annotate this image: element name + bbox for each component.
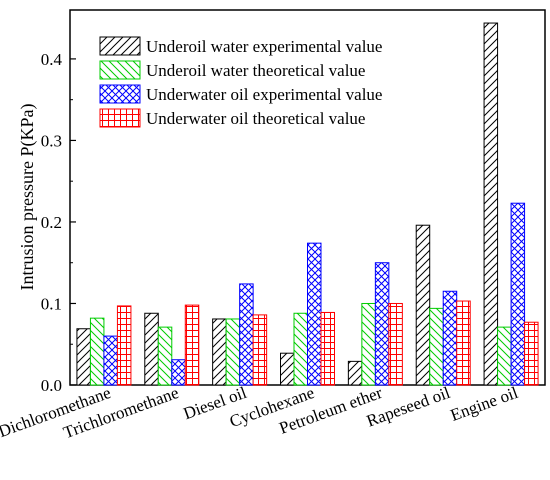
- bar-4-7: [524, 321, 539, 386]
- bar-3-1: [103, 335, 118, 386]
- y-tick-label-1: 0.1: [41, 294, 62, 313]
- bar-2-3: [225, 318, 241, 386]
- bar-4-3: [252, 314, 268, 386]
- legend: Underoil water experimental value Underoi…: [99, 36, 382, 128]
- bar-4-1: [116, 305, 132, 386]
- y-axis: 0.0 0.1 0.2 0.3 0.4: [41, 50, 76, 395]
- legend-label-1: Underoil water experimental value: [146, 37, 382, 56]
- y-tick-label-3: 0.3: [41, 131, 62, 150]
- legend-label-2: Underoil water theoretical value: [146, 61, 365, 80]
- bar-1-6: [415, 224, 431, 386]
- bar-1-3: [212, 318, 227, 386]
- legend-label-3: Underwater oil experimental value: [146, 85, 382, 104]
- bar-1-5: [347, 360, 363, 386]
- bar-2-5: [361, 302, 376, 386]
- bars: [76, 22, 539, 386]
- legend-swatch-2: [99, 60, 141, 80]
- bar-2-6: [429, 307, 444, 386]
- bar-4-6: [456, 300, 471, 386]
- y-tick-label-4: 0.4: [41, 50, 63, 69]
- bar-2-7: [497, 326, 512, 386]
- y-tick-label-2: 0.2: [41, 213, 62, 232]
- legend-swatch-3: [99, 84, 141, 104]
- bar-3-6: [442, 290, 458, 386]
- bar-2-2: [157, 326, 173, 386]
- bar-3-5: [374, 262, 390, 386]
- y-tick-label-0: 0.0: [41, 376, 62, 395]
- bar-1-4: [280, 352, 295, 386]
- bar-3-7: [510, 202, 526, 386]
- y-axis-title: Intrusion pressure P(KPa): [17, 104, 38, 291]
- legend-swatch-1: [99, 36, 141, 56]
- bar-3-2: [171, 359, 186, 386]
- bar-1-7: [483, 22, 499, 386]
- bar-2-1: [89, 317, 105, 386]
- legend-label-4: Underwater oil theoretical value: [146, 109, 365, 128]
- bar-1-2: [144, 312, 159, 386]
- bar-3-3: [239, 283, 254, 386]
- bar-4-2: [184, 304, 200, 386]
- bar-1-1: [76, 328, 91, 386]
- legend-swatch-4: [99, 108, 141, 128]
- bar-4-5: [388, 302, 403, 386]
- bar-3-4: [307, 242, 322, 386]
- x-category-label-7: Engine oil: [448, 383, 521, 425]
- bar-4-4: [320, 311, 335, 386]
- bar-2-4: [293, 312, 308, 386]
